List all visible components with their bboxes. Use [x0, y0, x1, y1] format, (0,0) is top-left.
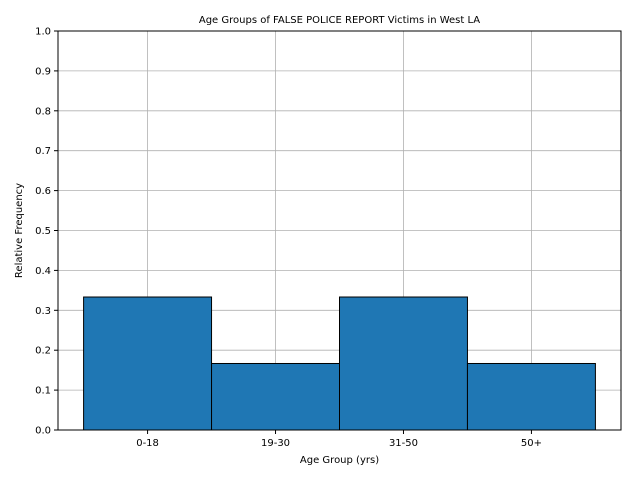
y-tick-label: 0.6	[35, 186, 51, 197]
chart-title: Age Groups of FALSE POLICE REPORT Victim…	[199, 15, 480, 26]
y-tick-label: 1.0	[35, 27, 51, 38]
y-tick-label: 0.1	[35, 386, 51, 397]
y-tick-label: 0.9	[35, 66, 51, 77]
bar-19-30	[211, 362, 340, 431]
x-tick-label: 50+	[521, 438, 542, 449]
bar-31-50	[339, 296, 468, 431]
y-tick-label: 0.0	[35, 426, 51, 437]
x-axis-label: Age Group (yrs)	[300, 455, 379, 466]
x-tick-label: 19-30	[261, 438, 290, 449]
x-tick-label: 0-18	[136, 438, 159, 449]
y-axis-label: Relative Frequency	[14, 183, 25, 278]
y-tick-label: 0.8	[35, 106, 51, 117]
y-tick-label: 0.4	[35, 266, 51, 277]
bars	[83, 296, 596, 431]
y-tick-label: 0.7	[35, 146, 51, 157]
y-tick-label: 0.5	[35, 226, 51, 237]
y-axis: 0.0 0.1 0.2 0.3 0.4 0.5 0.6 0.7 0.8 0.9 1.0	[35, 27, 58, 437]
y-tick-label: 0.3	[35, 306, 51, 317]
x-tick-label: 31-50	[389, 438, 418, 449]
bar-0-18	[83, 296, 213, 431]
x-axis: 0-18 19-30 31-50 50+	[136, 430, 542, 449]
y-tick-label: 0.2	[35, 346, 51, 357]
bar-50+	[466, 362, 596, 431]
